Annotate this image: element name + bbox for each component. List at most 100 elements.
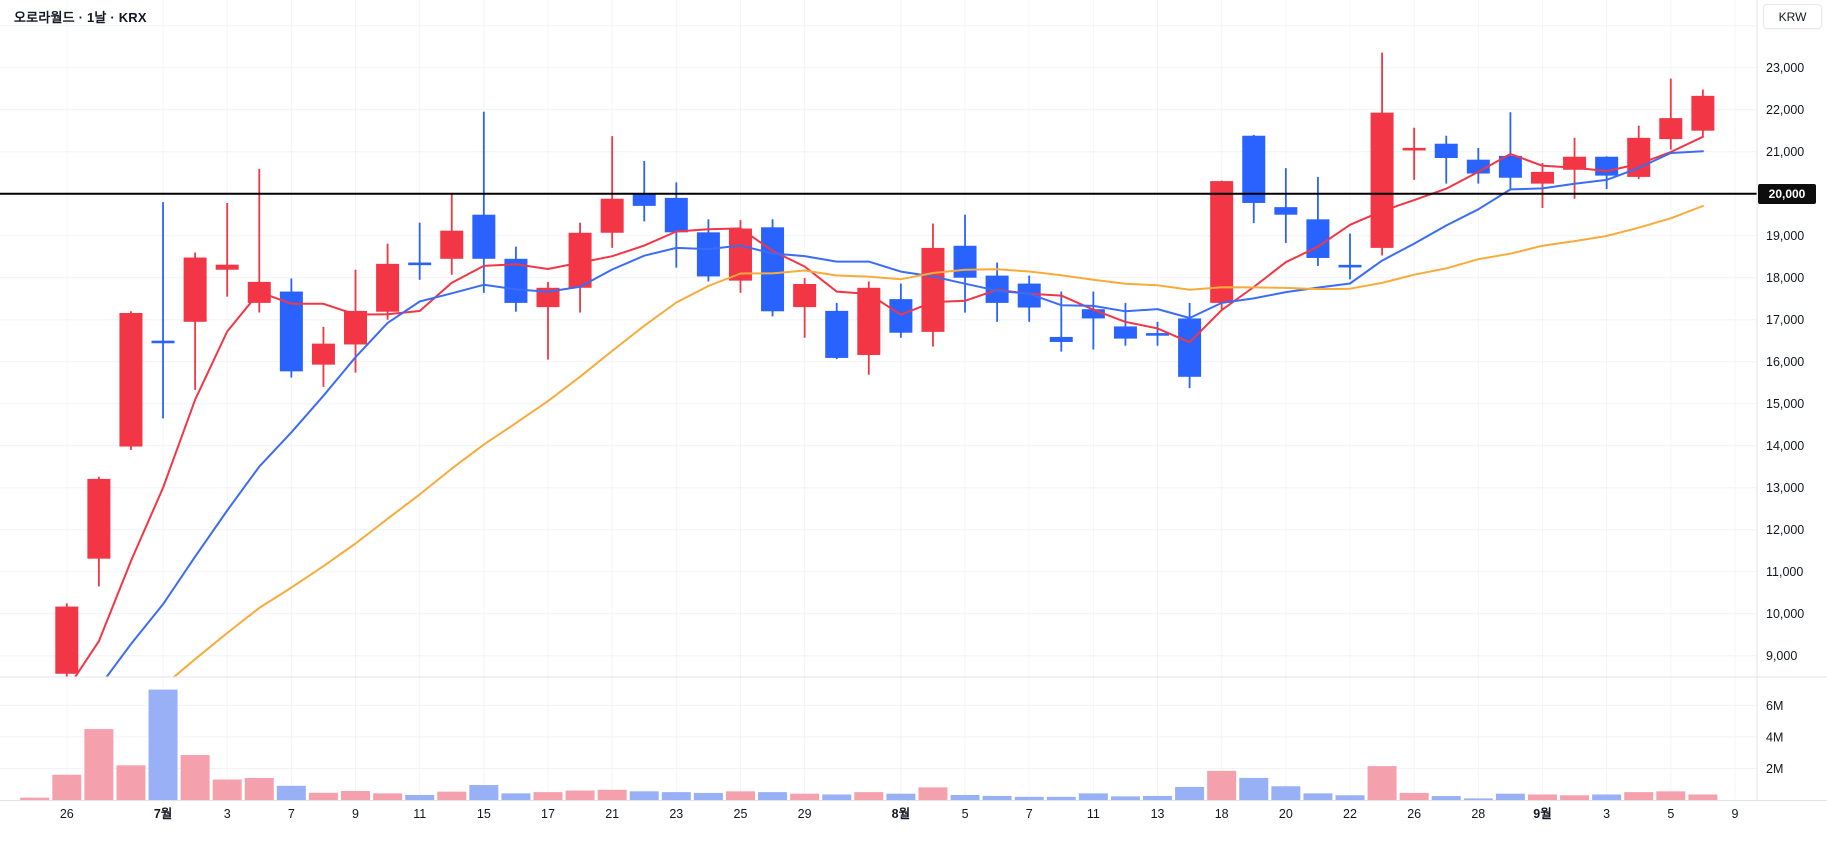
candle[interactable]	[600, 136, 624, 248]
volume-bar[interactable]	[148, 689, 178, 800]
candle[interactable]	[921, 223, 945, 347]
candle[interactable]	[376, 243, 400, 320]
volume-bar[interactable]	[116, 765, 146, 800]
price-line-badge[interactable]: 20,000	[1758, 184, 1816, 204]
volume-bar[interactable]	[1592, 794, 1622, 800]
symbol-title[interactable]: 오로라월드 · 1날 · KRX	[14, 10, 147, 25]
candle[interactable]	[1498, 112, 1522, 190]
volume-bar[interactable]	[565, 790, 595, 800]
volume-bar[interactable]	[982, 795, 1012, 800]
candle[interactable]	[1402, 127, 1426, 180]
candle[interactable]	[1146, 321, 1170, 346]
currency-chip[interactable]: KRW	[1763, 4, 1822, 29]
candle[interactable]	[1210, 180, 1234, 310]
ma-line-ma10[interactable]	[67, 150, 1704, 714]
volume-bar[interactable]	[501, 793, 531, 800]
volume-bar[interactable]	[1527, 794, 1557, 800]
volume-bar[interactable]	[597, 789, 627, 800]
volume-bar[interactable]	[1303, 793, 1333, 800]
candle[interactable]	[536, 281, 560, 360]
volume-bar[interactable]	[1143, 795, 1173, 800]
candle[interactable]	[311, 326, 335, 387]
candle[interactable]	[183, 252, 207, 390]
candle[interactable]	[1530, 163, 1554, 208]
candle[interactable]	[215, 202, 239, 297]
volume-bar[interactable]	[1014, 796, 1044, 800]
volume-bar[interactable]	[437, 791, 467, 800]
volume-bar[interactable]	[469, 785, 499, 800]
volume-bar[interactable]	[1624, 792, 1654, 800]
candle[interactable]	[1466, 147, 1490, 184]
volume-bar[interactable]	[1175, 786, 1205, 800]
candle[interactable]	[1017, 275, 1041, 322]
candle[interactable]	[1434, 135, 1458, 184]
volume-bar[interactable]	[1431, 796, 1461, 800]
candle[interactable]	[825, 302, 849, 360]
volume-bar[interactable]	[276, 785, 306, 800]
volume-bar[interactable]	[405, 794, 435, 800]
volume-bar[interactable]	[886, 793, 916, 800]
volume-bar[interactable]	[918, 787, 948, 800]
candle[interactable]	[1113, 302, 1137, 346]
candle[interactable]	[857, 281, 881, 375]
candle[interactable]	[1659, 78, 1683, 150]
volume-bar[interactable]	[1335, 795, 1365, 800]
candle[interactable]	[1274, 168, 1298, 243]
volume-bar[interactable]	[854, 792, 884, 800]
volume-bar[interactable]	[20, 797, 50, 800]
volume-bar[interactable]	[758, 792, 788, 800]
candle[interactable]	[55, 603, 79, 677]
candle[interactable]	[1691, 89, 1715, 137]
volume-bar[interactable]	[725, 791, 755, 800]
candle[interactable]	[1306, 176, 1330, 266]
candle[interactable]	[440, 193, 464, 275]
volume-bar[interactable]	[1207, 770, 1237, 800]
volume-bar[interactable]	[1078, 793, 1108, 800]
volume-bar[interactable]	[790, 793, 820, 800]
volume-bar[interactable]	[1495, 793, 1525, 800]
candle[interactable]	[504, 246, 528, 312]
candle[interactable]	[344, 269, 368, 373]
candle[interactable]	[664, 182, 688, 268]
volume-bar[interactable]	[52, 774, 82, 800]
volume-bar[interactable]	[693, 792, 723, 800]
candle[interactable]	[1338, 233, 1362, 280]
time-axis[interactable]	[0, 800, 1827, 841]
candle[interactable]	[1627, 125, 1651, 179]
volume-bar[interactable]	[629, 791, 659, 800]
volume-bar[interactable]	[84, 729, 114, 800]
volume-bar[interactable]	[950, 794, 980, 800]
volume-bar[interactable]	[1367, 766, 1397, 800]
candle[interactable]	[119, 311, 143, 450]
candle[interactable]	[889, 283, 913, 338]
ma-line-ma20[interactable]	[67, 205, 1704, 751]
volume-bar[interactable]	[1046, 796, 1076, 800]
candle[interactable]	[1595, 156, 1619, 190]
volume-bar[interactable]	[1656, 791, 1686, 800]
volume-bar[interactable]	[308, 792, 338, 800]
volume-bar[interactable]	[1110, 796, 1140, 800]
volume-bar[interactable]	[1271, 786, 1301, 800]
candle[interactable]	[728, 220, 752, 293]
candle[interactable]	[632, 160, 656, 222]
candle[interactable]	[87, 476, 111, 587]
volume-bar[interactable]	[1239, 777, 1269, 800]
volume-bar[interactable]	[1560, 795, 1590, 800]
candle[interactable]	[1370, 52, 1394, 256]
candle[interactable]	[793, 278, 817, 338]
volume-bar[interactable]	[341, 791, 371, 800]
volume-bar[interactable]	[373, 793, 403, 800]
candle[interactable]	[247, 168, 271, 313]
volume-bar[interactable]	[244, 777, 274, 800]
volume-bar[interactable]	[212, 779, 242, 800]
candle[interactable]	[568, 222, 592, 313]
candle[interactable]	[472, 111, 496, 293]
volume-bar[interactable]	[180, 755, 210, 800]
candle[interactable]	[408, 222, 432, 280]
volume-bar[interactable]	[1688, 794, 1718, 800]
candle[interactable]	[761, 219, 785, 317]
candle[interactable]	[1242, 134, 1266, 224]
volume-bar[interactable]	[533, 792, 563, 800]
candle[interactable]	[279, 278, 303, 378]
candle[interactable]	[1081, 291, 1105, 350]
